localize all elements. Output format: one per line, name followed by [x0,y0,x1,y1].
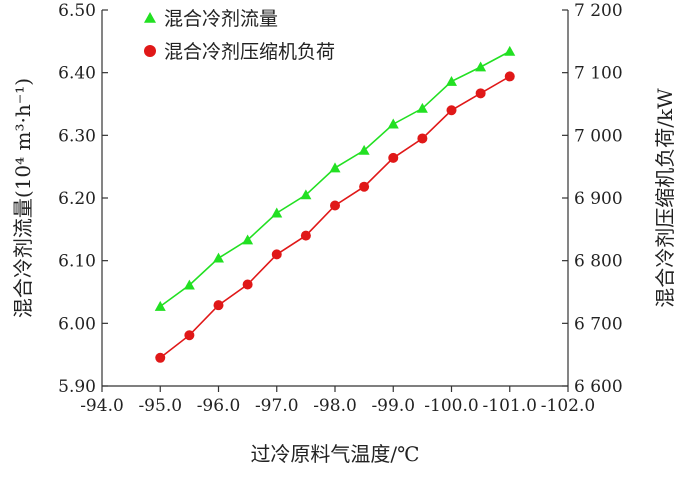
x-tick-label: -102.0 [541,396,595,416]
data-point-circle [271,249,282,260]
y-left-tick-label: 6.10 [58,252,96,272]
y-right-tick-label: 7 100 [574,64,623,84]
data-point-circle [446,105,457,116]
y-right-axis-title: 混合冷剂压缩机负荷/kW [653,88,677,308]
data-point-circle [359,181,370,192]
legend-marker-circle [144,45,156,57]
y-left-tick-label: 6.40 [58,64,96,84]
y-left-tick-label: 6.20 [58,189,96,209]
x-tick-label: -94.0 [80,396,124,416]
data-point-triangle [387,118,399,129]
data-point-circle [330,200,340,211]
x-tick-label: -100.0 [424,396,478,416]
data-point-triangle [300,189,312,200]
x-tick-label: -98.0 [313,396,357,416]
data-point-circle [155,352,166,363]
data-point-circle [213,300,224,311]
data-point-triangle [358,144,370,155]
y-right-tick-label: 6 900 [574,189,623,209]
data-point-circle [417,133,428,144]
data-point-circle [388,152,399,163]
data-point-triangle [183,279,195,290]
y-left-tick-label: 5.90 [58,377,96,397]
x-axis-title: 过冷原料气温度/℃ [250,442,419,466]
x-tick-label: -101.0 [483,396,537,416]
x-tick-label: -96.0 [197,396,241,416]
x-tick-label: -95.0 [138,396,182,416]
data-point-triangle [329,162,341,173]
y-left-tick-label: 6.30 [58,126,96,146]
series-layer [154,45,516,363]
data-point-triangle [154,300,166,311]
y-left-tick-label: 6.50 [58,1,96,21]
legend-label: 混合冷剂流量 [164,8,278,30]
axes: -94.0 -95.0 -96.0 -97.0 -98.0 -99.0 -100.0 -101… [58,1,623,416]
legend-label: 混合冷剂压缩机负荷 [164,41,335,63]
series-line-0 [159,50,511,308]
legend-marker-triangle [144,12,156,23]
data-point-circle [300,230,311,241]
y-right-tick-label: 7 000 [574,126,623,146]
y-left-axis-title: 混合冷剂流量(10⁴ m³·h⁻¹) [11,78,35,318]
data-point-triangle [271,207,283,218]
y-right-tick-label: 7 200 [574,1,623,21]
series-line-1 [159,75,511,359]
data-point-circle [184,330,195,341]
data-point-triangle [416,102,428,113]
x-tick-label: -97.0 [255,396,299,416]
data-point-circle [242,279,253,290]
data-point-triangle [242,234,254,245]
data-point-triangle [504,45,516,56]
y-right-tick-label: 6 600 [574,377,623,397]
y-right-tick-label: 6 700 [574,314,623,334]
x-tick-label: -99.0 [371,396,415,416]
y-left-tick-label: 6.00 [58,314,96,334]
y-right-tick-label: 6 800 [574,252,623,272]
data-point-circle [475,88,486,99]
data-point-circle [504,71,515,82]
data-point-triangle [213,252,224,263]
data-point-triangle [446,75,457,86]
data-point-triangle [475,61,487,72]
